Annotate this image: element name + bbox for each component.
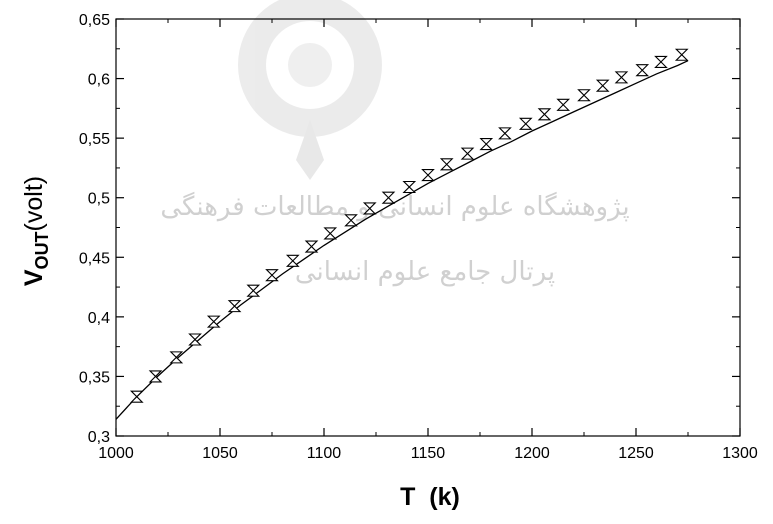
x-tick-label: 1050 (202, 445, 238, 462)
fit-line (115, 60, 689, 420)
data-point (479, 138, 494, 151)
y-tick-label: 0,65 (79, 12, 110, 29)
y-tick-label: 0,35 (79, 369, 110, 386)
watermark-logo (238, 0, 382, 180)
data-point (498, 127, 512, 140)
y-axis-title-main: V (20, 269, 48, 286)
data-point (674, 48, 689, 61)
data-point (129, 390, 144, 403)
data-point (556, 98, 571, 111)
data-markers (129, 48, 689, 403)
data-point (188, 333, 202, 346)
data-point (227, 300, 242, 313)
x-tick-label: 1250 (618, 445, 654, 462)
watermark-text-line1: پژوهشگاه علوم انسانی و مطالعات فرهنگی (160, 191, 629, 222)
fit-line-group (115, 60, 689, 420)
data-point (421, 169, 435, 182)
plot-frame (115, 18, 741, 437)
y-tick-label: 0,4 (88, 310, 110, 327)
data-point (285, 254, 300, 267)
data-point (265, 269, 279, 282)
data-point (206, 315, 221, 328)
data-point (246, 284, 261, 297)
y-axis-title-unit: (volt) (20, 176, 48, 232)
y-axis-ticks: 0,3 0,35 0,4 0,45 0,5 0,55 0,6 0,65 (79, 12, 740, 446)
data-point (635, 64, 650, 77)
data-point (595, 79, 610, 92)
svg-text:VOUT(volt): VOUT(volt) (20, 176, 52, 286)
data-point (148, 370, 163, 383)
data-point (169, 351, 184, 364)
y-axis-title: VOUT(volt) (20, 176, 52, 286)
x-tick-label: 1100 (307, 445, 342, 462)
x-tick-label: 1150 (411, 445, 446, 462)
watermark-text-line2: پرتال جامع علوم انسانی (295, 257, 555, 287)
y-tick-label: 0,6 (88, 72, 110, 89)
data-point (518, 117, 533, 130)
x-axis-ticks: 1000 1050 1100 1150 1200 1250 1300 (98, 19, 758, 462)
data-point (402, 180, 417, 194)
data-point (362, 202, 377, 215)
data-point (537, 108, 552, 121)
data-point (381, 191, 396, 204)
data-point (577, 89, 591, 102)
data-point (654, 55, 668, 68)
y-tick-label: 0,3 (88, 429, 110, 446)
data-point (344, 214, 358, 227)
y-tick-label: 0,45 (79, 250, 110, 267)
x-axis-title: T (k) (400, 483, 460, 511)
y-tick-label: 0,5 (88, 191, 110, 208)
x-tick-label: 1200 (514, 445, 550, 462)
data-point (614, 71, 629, 84)
y-axis-title-sub: OUT (32, 231, 52, 269)
data-point (304, 240, 319, 253)
y-tick-label: 0,55 (79, 131, 110, 148)
x-tick-label: 1000 (98, 445, 134, 462)
data-point (323, 227, 338, 240)
x-tick-label: 1300 (722, 445, 758, 462)
data-point (460, 147, 475, 160)
data-point (439, 158, 454, 171)
